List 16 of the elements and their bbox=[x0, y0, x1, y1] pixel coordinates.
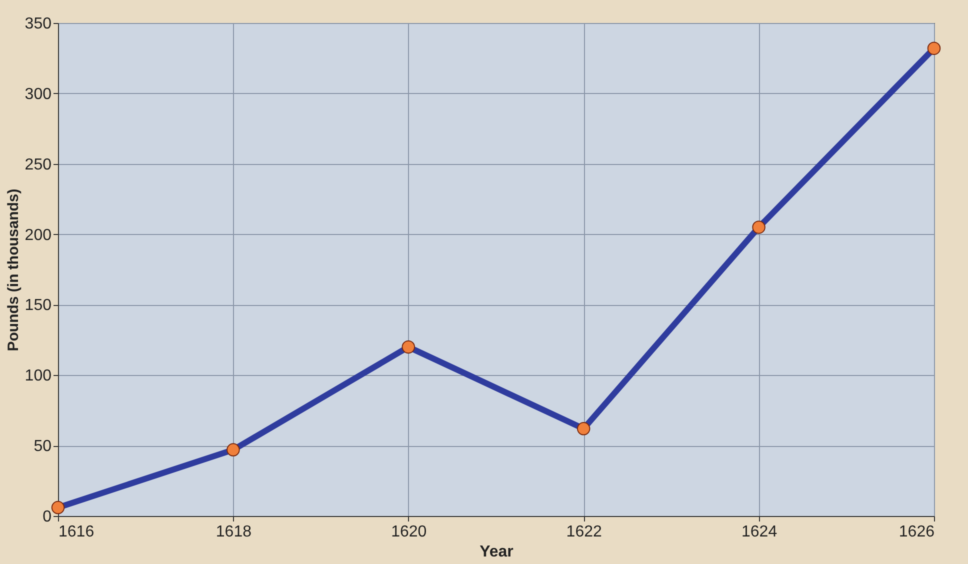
x-tick-label: 1626 bbox=[898, 524, 935, 540]
x-tick-label: 1624 bbox=[742, 524, 778, 540]
y-tick-label: 350 bbox=[24, 16, 52, 32]
y-tick-label: 300 bbox=[24, 86, 52, 103]
y-tick-label: 150 bbox=[24, 297, 52, 314]
y-tick-label: 0 bbox=[42, 508, 52, 526]
y-tick-label: 100 bbox=[24, 368, 52, 385]
x-tick-label: 1618 bbox=[216, 524, 252, 540]
x-axis-title: Year bbox=[480, 544, 514, 560]
y-tick-label: 250 bbox=[24, 156, 52, 174]
y-axis-title: Pounds (in thousands) bbox=[4, 188, 22, 352]
y-tick-label: 200 bbox=[24, 226, 52, 244]
y-tick-label: 50 bbox=[34, 438, 52, 456]
x-tick-label: 1616 bbox=[58, 524, 94, 540]
x-tick-label: 1622 bbox=[566, 524, 602, 540]
x-tick-label: 1620 bbox=[391, 524, 427, 540]
